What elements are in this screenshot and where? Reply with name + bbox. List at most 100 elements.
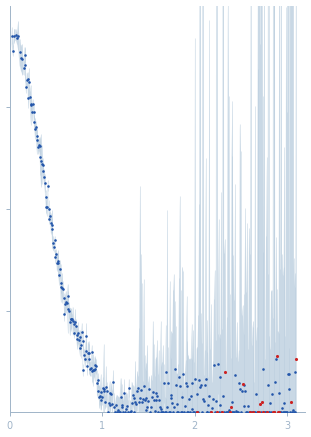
Point [64, 298, 69, 305]
Point [27, 94, 32, 101]
Point [273, 378, 278, 385]
Point [127, 385, 132, 392]
Point [160, 409, 165, 416]
Point [274, 353, 279, 360]
Point [164, 409, 169, 416]
Point [99, 396, 104, 403]
Point [262, 409, 267, 416]
Point [72, 329, 77, 336]
Point [229, 399, 234, 406]
Point [87, 356, 92, 363]
Point [70, 316, 75, 323]
Point [212, 409, 217, 416]
Point [291, 409, 296, 416]
Point [193, 409, 198, 416]
Point [175, 409, 180, 416]
Point [236, 379, 241, 386]
Point [207, 393, 212, 400]
Point [59, 284, 64, 291]
Point [152, 408, 157, 415]
Point [117, 409, 122, 416]
Point [280, 404, 285, 411]
Point [293, 409, 298, 416]
Point [128, 409, 132, 416]
Point [86, 349, 91, 356]
Point [157, 403, 162, 410]
Point [118, 393, 123, 400]
Point [30, 109, 35, 116]
Point [133, 398, 138, 405]
Point [116, 409, 121, 416]
Point [257, 409, 262, 416]
Point [10, 47, 15, 54]
Point [214, 409, 219, 416]
Point [230, 409, 235, 416]
Point [265, 382, 270, 388]
Point [182, 409, 187, 416]
Point [197, 376, 202, 383]
Point [287, 385, 292, 392]
Point [35, 133, 40, 140]
Point [153, 389, 158, 396]
Point [52, 237, 57, 244]
Point [250, 409, 255, 416]
Point [102, 388, 107, 395]
Point [190, 380, 195, 387]
Point [158, 406, 163, 413]
Point [91, 366, 96, 373]
Point [205, 409, 210, 416]
Point [249, 409, 254, 416]
Point [73, 322, 78, 329]
Point [130, 392, 135, 399]
Point [16, 32, 21, 39]
Point [54, 260, 59, 267]
Point [51, 239, 56, 246]
Point [38, 154, 43, 161]
Point [101, 386, 106, 393]
Point [120, 401, 125, 408]
Point [44, 203, 49, 210]
Point [49, 220, 53, 227]
Point [147, 386, 152, 393]
Point [156, 396, 161, 403]
Point [114, 402, 118, 409]
Point [45, 182, 50, 189]
Point [199, 409, 204, 416]
Point [267, 409, 272, 416]
Point [165, 404, 170, 411]
Point [223, 368, 228, 375]
Point [225, 409, 230, 416]
Point [286, 371, 291, 378]
Point [170, 400, 175, 407]
Point [258, 400, 262, 407]
Point [151, 397, 156, 404]
Point [258, 409, 263, 416]
Point [79, 328, 84, 335]
Point [137, 399, 142, 406]
Point [58, 265, 63, 272]
Point [174, 400, 179, 407]
Point [53, 253, 58, 260]
Point [85, 363, 90, 370]
Point [259, 399, 264, 406]
Point [187, 395, 192, 402]
Point [146, 398, 151, 405]
Point [201, 398, 206, 405]
Point [248, 409, 253, 416]
Point [188, 392, 193, 399]
Point [65, 305, 70, 312]
Point [143, 394, 148, 401]
Point [35, 143, 40, 150]
Point [58, 280, 63, 287]
Point [114, 409, 119, 416]
Point [100, 393, 105, 400]
Point [161, 380, 166, 387]
Point [60, 286, 65, 293]
Point [134, 401, 139, 408]
Point [126, 409, 131, 416]
Point [219, 409, 224, 416]
Point [238, 409, 243, 416]
Point [100, 385, 105, 392]
Point [224, 409, 229, 416]
Point [128, 408, 133, 415]
